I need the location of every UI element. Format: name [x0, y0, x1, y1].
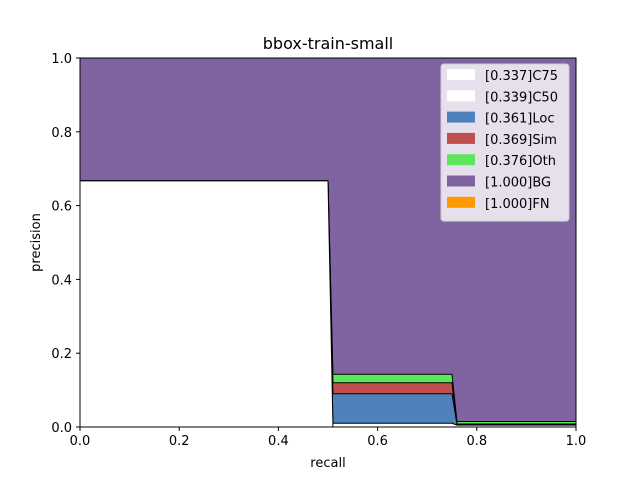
axes-frame	[79, 57, 577, 428]
legend-swatch	[447, 111, 475, 123]
y-tick-label: 0.0	[51, 421, 72, 436]
chart-title: bbox-train-small	[263, 34, 393, 53]
y-axis-label: precision	[29, 213, 44, 272]
legend-swatch	[447, 132, 475, 144]
legend-label: [0.337]C75	[485, 69, 558, 84]
x-tick-label: 0.0	[70, 434, 91, 449]
legend-label: [1.000]BG	[485, 176, 551, 191]
y-tick-label: 0.8	[51, 126, 72, 141]
x-tick-label: 0.4	[268, 434, 289, 449]
x-tick-label: 0.2	[169, 434, 190, 449]
area-layers	[79, 57, 577, 428]
y-axis-ticks: 0.0 0.2 0.4 0.6 0.8 1.0	[51, 52, 80, 436]
y-tick-label: 1.0	[51, 52, 72, 67]
y-tick-label: 0.4	[51, 273, 72, 288]
x-axis-ticks: 0.0 0.2 0.4 0.6 0.8 1.0	[70, 427, 587, 449]
y-tick-label: 0.6	[51, 200, 72, 215]
x-tick-label: 0.8	[466, 434, 487, 449]
legend-swatch	[447, 69, 475, 80]
legend-label: [0.361]Loc	[485, 112, 554, 127]
legend-label: [1.000]FN	[485, 197, 550, 212]
legend-label: [0.339]C50	[485, 90, 558, 105]
legend-swatch	[447, 90, 475, 102]
legend-swatch	[447, 154, 475, 166]
x-tick-label: 0.6	[367, 434, 388, 449]
y-tick-label: 0.2	[51, 347, 72, 362]
legend-label: [0.369]Sim	[485, 133, 557, 148]
x-tick-label: 1.0	[566, 434, 587, 449]
legend-swatch	[447, 196, 475, 208]
x-axis-label: recall	[310, 456, 345, 471]
legend-swatch	[447, 175, 475, 187]
legend: [0.337]C75 [0.339]C50 [0.361]Loc [0.369]Sim…	[440, 63, 570, 222]
legend-label: [0.376]Oth	[485, 154, 556, 169]
